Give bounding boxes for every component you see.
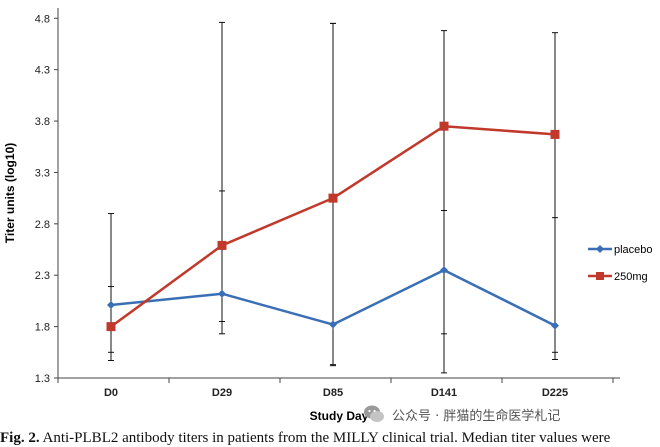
x-tick-label: D0 <box>104 387 118 399</box>
x-axis-title: Study Day <box>310 409 369 423</box>
marker-group <box>106 121 560 332</box>
data-point-250mg <box>106 322 116 332</box>
legend-label-250mg: 250mg <box>614 271 648 283</box>
data-point-placebo <box>218 289 226 298</box>
data-point-250mg <box>217 240 227 250</box>
y-tick-label: 3.3 <box>35 167 50 179</box>
wechat-icon <box>364 405 384 422</box>
x-tick-label: D85 <box>323 387 343 399</box>
line-chart: 1.3 1.8 2.3 2.8 3.3 3.8 4.3 4.8 D0 D29 D85 D141 D22… <box>3 8 653 423</box>
legend-label-placebo: placebo <box>614 244 653 256</box>
caption-label: Fig. 2. <box>0 430 40 446</box>
data-point-250mg <box>439 121 449 131</box>
data-point-250mg <box>550 129 560 139</box>
x-tick-label: D29 <box>212 387 232 399</box>
legend-item-250mg: 250mg <box>588 271 648 283</box>
y-tick-label: 4.3 <box>35 65 50 77</box>
y-tick-label: 1.3 <box>35 373 50 385</box>
x-tick-label: D225 <box>542 387 568 399</box>
legend: placebo 250mg <box>588 244 653 283</box>
data-point-250mg <box>328 193 338 203</box>
watermark-text: 公众号 · 胖猫的生命医学札记 <box>392 408 561 424</box>
x-tick-group: D0 D29 D85 D141 D225 <box>57 378 614 399</box>
y-axis-title: Titer units (log10) <box>3 143 17 243</box>
caption-text: Anti-PLBL2 antibody titers in patients f… <box>39 430 611 446</box>
data-point-placebo <box>440 266 448 275</box>
figure-caption: Fig. 2. Anti-PLBL2 antibody titers in pa… <box>0 430 660 447</box>
legend-marker-placebo <box>596 245 604 253</box>
data-point-placebo <box>329 320 337 329</box>
y-tick-group: 1.3 1.8 2.3 2.8 3.3 3.8 4.3 4.8 <box>35 13 58 385</box>
y-tick-label: 2.3 <box>35 270 50 282</box>
y-tick-label: 2.8 <box>35 219 50 231</box>
legend-item-placebo: placebo <box>588 244 653 256</box>
data-point-placebo <box>551 321 559 330</box>
x-tick-label: D141 <box>431 387 457 399</box>
data-point-placebo <box>107 301 115 310</box>
y-tick-label: 3.8 <box>35 116 50 128</box>
watermark: 公众号 · 胖猫的生命医学札记 <box>362 402 560 426</box>
y-tick-label: 1.8 <box>35 322 50 334</box>
legend-marker-250mg <box>596 272 604 280</box>
y-tick-label: 4.8 <box>35 13 50 25</box>
